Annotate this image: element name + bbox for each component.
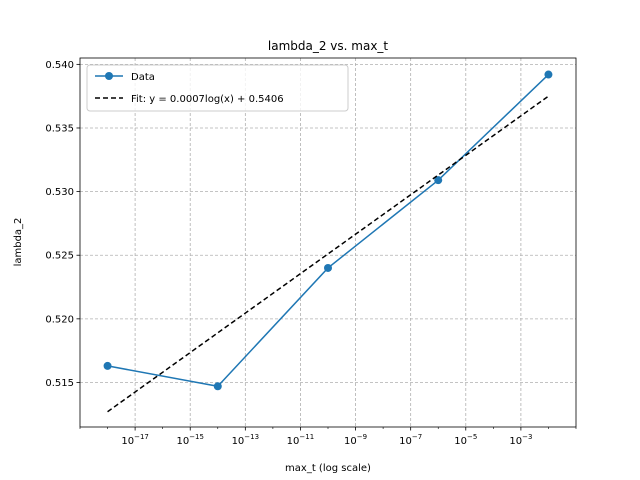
y-tick-label: 0.535 xyxy=(45,123,74,134)
x-tick-label: 10−15 xyxy=(176,433,204,447)
x-tick-label: 10−7 xyxy=(399,433,422,447)
legend-marker-data xyxy=(105,72,113,80)
grid xyxy=(80,58,576,427)
x-tick-label: 10−17 xyxy=(121,433,149,447)
x-tick-label: 10−9 xyxy=(344,433,367,447)
x-axis-label: max_t (log scale) xyxy=(285,463,371,474)
axis-ticks: 10−17 10−15 10−13 10−11 10−9 10−7 10−5 10−3 0.51… xyxy=(45,60,577,447)
plot-series xyxy=(103,70,553,413)
chart-title: lambda_2 vs. max_t xyxy=(268,39,389,53)
x-tick-label: 10−5 xyxy=(454,433,477,447)
legend: Data Fit: y = 0.0007log(x) + 0.5406 xyxy=(86,64,349,112)
legend-label-fit: Fit: y = 0.0007log(x) + 0.5406 xyxy=(131,94,284,105)
data-point xyxy=(544,70,553,79)
x-tick-label: 10−13 xyxy=(232,433,260,447)
data-point xyxy=(103,361,112,370)
data-point xyxy=(324,263,332,272)
data-point xyxy=(213,382,222,391)
fit-line xyxy=(107,95,549,413)
x-tick-label: 10−3 xyxy=(509,433,532,447)
y-tick-label: 0.540 xyxy=(45,60,74,71)
legend-label-data: Data xyxy=(131,72,155,83)
y-tick-label: 0.530 xyxy=(45,187,74,198)
y-tick-label: 0.515 xyxy=(45,378,74,389)
y-tick-label: 0.525 xyxy=(45,251,74,262)
y-axis-label: lambda_2 xyxy=(13,218,24,267)
data-point xyxy=(434,176,443,185)
y-tick-label: 0.520 xyxy=(45,314,74,325)
x-tick-label: 10−11 xyxy=(287,433,315,447)
legend-box xyxy=(86,64,349,112)
